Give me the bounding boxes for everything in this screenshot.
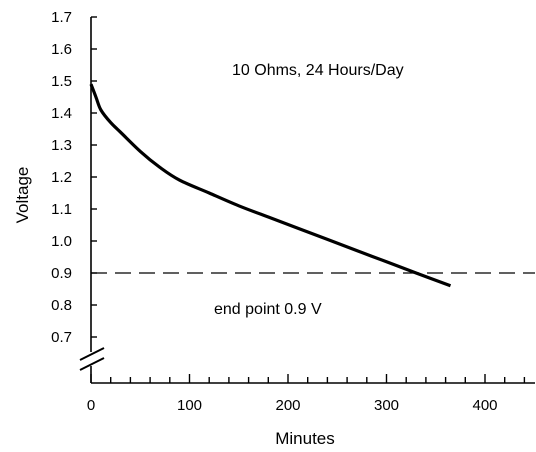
x-tick-label: 400 bbox=[472, 397, 497, 414]
y-tick-label: 1.0 bbox=[51, 233, 72, 250]
y-tick-label: 1.7 bbox=[51, 9, 72, 26]
y-tick-label: 0.9 bbox=[51, 265, 72, 282]
y-tick-label: 0.8 bbox=[51, 297, 72, 314]
y-tick-label: 1.5 bbox=[51, 73, 72, 90]
axes: 1.7 1.6 1.5 1.4 1.3 1.2 1.1 1.0 0.9 0.8 0.7 0 100 200… bbox=[51, 9, 535, 414]
y-tick-label: 1.6 bbox=[51, 41, 72, 58]
x-tick-label: 100 bbox=[177, 397, 202, 414]
axis-break-mark bbox=[79, 347, 105, 361]
x-tick-label: 0 bbox=[87, 397, 95, 414]
y-tick-label: 1.3 bbox=[51, 137, 72, 154]
y-tick-label: 0.7 bbox=[51, 329, 72, 346]
y-axis-title: Voltage bbox=[13, 167, 32, 224]
condition-annotation: 10 Ohms, 24 Hours/Day bbox=[232, 62, 404, 79]
x-tick-label: 200 bbox=[275, 397, 300, 414]
y-tick-label: 1.2 bbox=[51, 169, 72, 186]
x-tick-label: 300 bbox=[374, 397, 399, 414]
discharge-curve bbox=[89, 83, 452, 288]
y-tick-label: 1.4 bbox=[51, 105, 72, 122]
x-axis-title: Minutes bbox=[275, 429, 335, 448]
endpoint-annotation: end point 0.9 V bbox=[214, 301, 322, 318]
axis-break-mark bbox=[79, 357, 105, 371]
y-tick-label: 1.1 bbox=[51, 201, 72, 218]
plot-area bbox=[89, 83, 535, 288]
